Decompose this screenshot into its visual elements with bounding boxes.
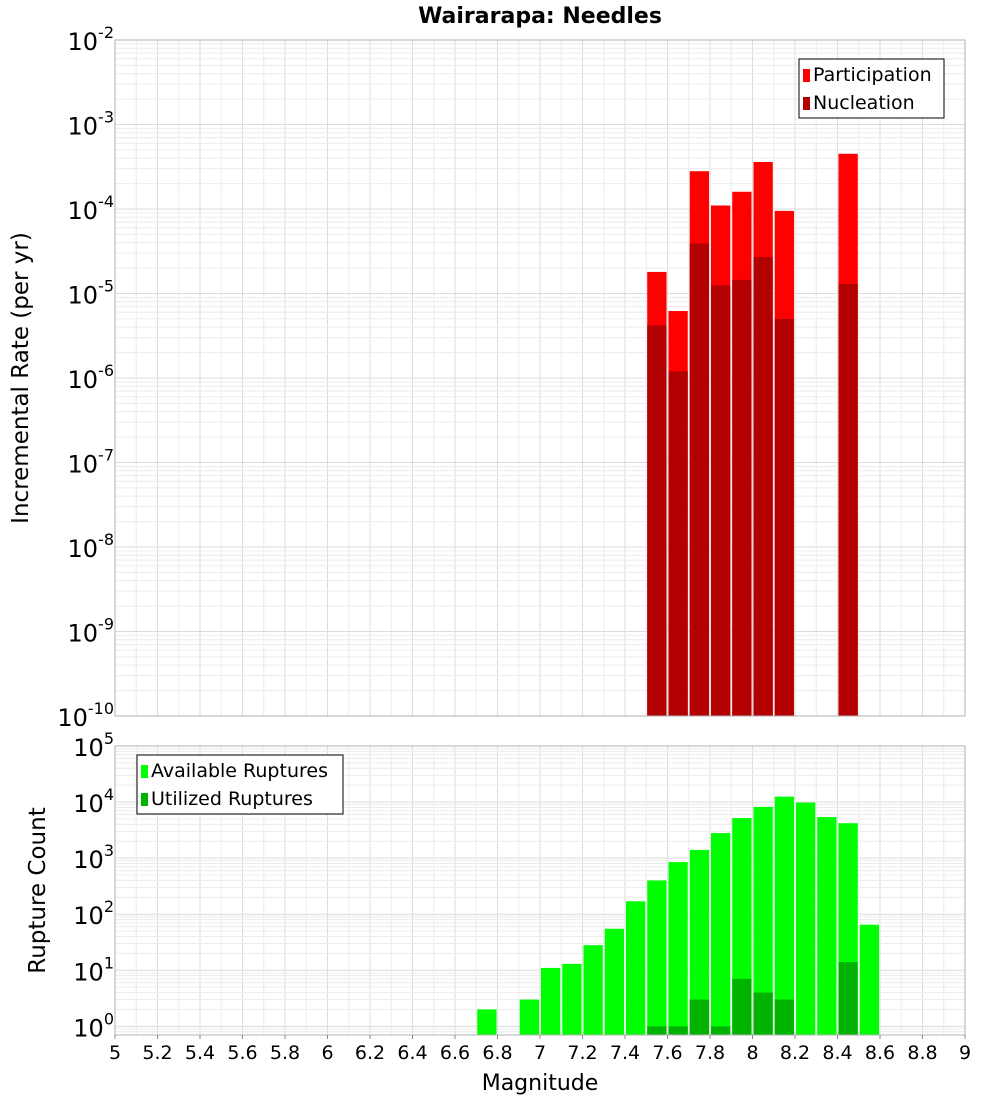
y-tick-label: 10-5 <box>68 277 115 310</box>
legend-box <box>798 58 945 119</box>
legend-entry: Participation <box>813 64 932 86</box>
bar-available-ruptures <box>710 833 731 1035</box>
x-tick-label: 8.4 <box>822 1042 852 1064</box>
x-tick-label: 7.2 <box>567 1042 597 1064</box>
x-tick-label: 6 <box>321 1042 333 1064</box>
bar-available-ruptures <box>477 1009 497 1035</box>
bar-available-ruptures <box>647 880 667 1035</box>
legend: Participation Nucleation <box>798 58 945 119</box>
x-tick-label: 5.2 <box>142 1042 172 1064</box>
bar-utilized-ruptures <box>689 999 710 1035</box>
legend-swatch <box>141 793 148 806</box>
y-tick-label: 10-2 <box>68 23 115 56</box>
bar-available-ruptures <box>859 924 880 1035</box>
y-tick-label: 10-6 <box>68 361 115 394</box>
panel-2: 100 101 102 103 104 105 Rupture Count Available… <box>25 729 966 1042</box>
bar-nucleation <box>838 283 858 716</box>
y-tick-label: 10-3 <box>68 108 115 141</box>
bar-available-ruptures <box>795 802 816 1035</box>
bar-utilized-ruptures <box>732 978 752 1035</box>
legend-entry: Utilized Ruptures <box>151 788 313 810</box>
y-tick-label: 10-9 <box>68 615 115 648</box>
x-tick-label: 6.6 <box>440 1042 470 1064</box>
x-tick-label: 7 <box>534 1042 546 1064</box>
x-tick-label: 7.6 <box>652 1042 682 1064</box>
x-tick-label: 6.4 <box>397 1042 427 1064</box>
bar-nucleation <box>689 243 710 716</box>
x-tick-label: 8.8 <box>907 1042 937 1064</box>
y-tick-label: 101 <box>73 953 114 986</box>
y-tick-label: 10-4 <box>68 192 115 225</box>
bar-nucleation <box>753 257 773 716</box>
y-tick-label: 10-10 <box>57 699 114 732</box>
y-tick-label: 10-8 <box>68 530 115 563</box>
bar-available-ruptures <box>583 945 603 1035</box>
bar-nucleation <box>710 285 731 716</box>
x-tick-label: 8 <box>746 1042 758 1064</box>
x-tick-label: 6.8 <box>482 1042 512 1064</box>
bar-nucleation <box>668 371 688 716</box>
y-tick-label: 105 <box>73 729 114 762</box>
legend-box <box>136 754 344 815</box>
bar-available-ruptures <box>817 817 837 1035</box>
bar-available-ruptures <box>774 796 795 1035</box>
bar-available-ruptures <box>540 967 561 1035</box>
y-tick-label: 104 <box>73 785 114 818</box>
bar-utilized-ruptures <box>647 1026 667 1035</box>
bar-available-ruptures <box>625 901 646 1035</box>
bar-available-ruptures <box>562 963 582 1035</box>
bar-available-ruptures <box>668 862 688 1035</box>
plot-frame <box>114 39 966 717</box>
x-tick-label: 7.8 <box>695 1042 725 1064</box>
bar-utilized-ruptures <box>838 962 858 1035</box>
y-axis-label: Rupture Count <box>25 807 51 973</box>
x-tick-label: 5 <box>109 1042 121 1064</box>
legend-entry: Nucleation <box>813 92 915 114</box>
x-tick-label: 5.8 <box>270 1042 300 1064</box>
x-axis-label: Magnitude <box>482 1071 599 1096</box>
panel-1: 10-10 10-9 10-8 10-7 10-6 10-5 10-4 10-3 10-2 Inc… <box>8 23 966 732</box>
bar-nucleation <box>774 318 795 716</box>
legend-swatch <box>803 97 810 110</box>
x-tick-label: 8.6 <box>865 1042 895 1064</box>
legend: Available Ruptures Utilized Ruptures <box>136 754 344 815</box>
legend-swatch <box>141 765 148 778</box>
x-tick-label: 8.2 <box>780 1042 810 1064</box>
x-tick-label: 7.4 <box>610 1042 640 1064</box>
bar-available-ruptures <box>604 928 625 1035</box>
x-tick-label: 9 <box>959 1042 971 1064</box>
y-tick-label: 102 <box>73 897 114 930</box>
bar-utilized-ruptures <box>710 1026 731 1035</box>
y-tick-label: 10-7 <box>68 446 115 479</box>
x-tick-label: 6.2 <box>355 1042 385 1064</box>
bar-nucleation <box>647 325 667 716</box>
legend-entry: Available Ruptures <box>151 760 328 782</box>
y-tick-label: 100 <box>73 1009 114 1042</box>
bar-available-ruptures <box>519 999 540 1035</box>
chart-title: Wairarapa: Needles <box>418 4 662 29</box>
bar-utilized-ruptures <box>774 999 795 1035</box>
x-tick-label: 5.6 <box>227 1042 257 1064</box>
y-tick-label: 103 <box>73 841 114 874</box>
bar-utilized-ruptures <box>753 992 773 1035</box>
y-axis-label: Incremental Rate (per yr) <box>8 232 34 524</box>
bar-nucleation <box>732 279 752 716</box>
legend-swatch <box>803 69 810 82</box>
x-tick-label: 5.4 <box>185 1042 215 1064</box>
bar-utilized-ruptures <box>668 1026 688 1035</box>
bar-available-ruptures <box>689 849 710 1035</box>
bar-available-ruptures <box>753 806 773 1035</box>
